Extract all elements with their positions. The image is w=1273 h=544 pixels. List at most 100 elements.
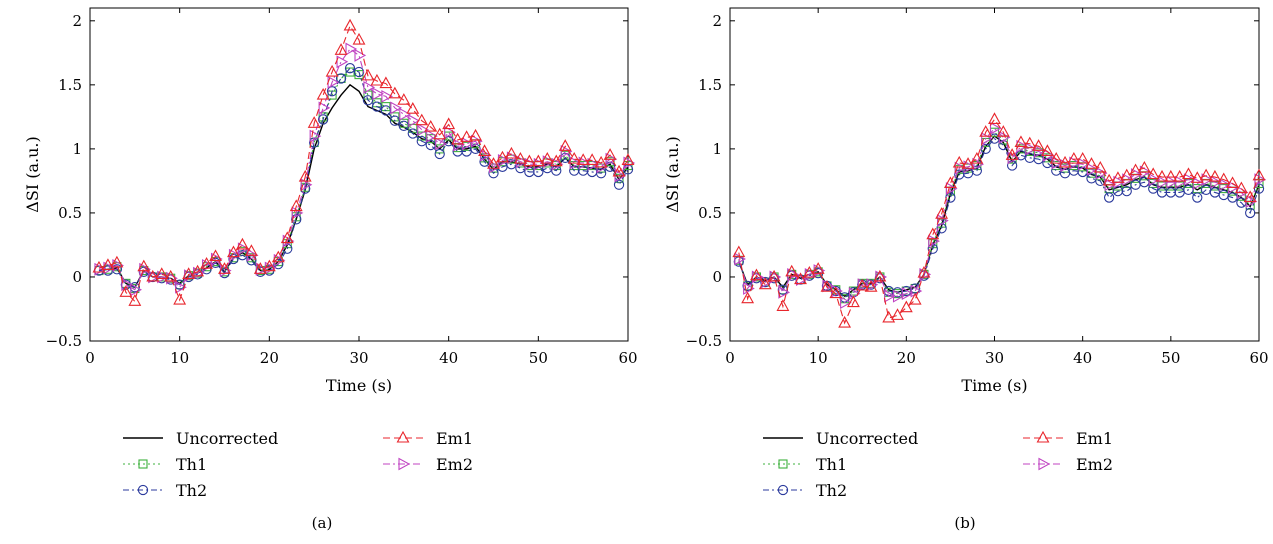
- data-point-em2: [515, 155, 528, 169]
- data-point-em1: [873, 269, 887, 282]
- data-point-em1: [531, 154, 545, 167]
- data-point-em1: [540, 151, 554, 164]
- data-point-em1: [307, 116, 321, 128]
- data-point-em2: [363, 80, 376, 94]
- data-point-em1: [128, 294, 142, 306]
- data-point-th2: [613, 179, 625, 190]
- data-point-em1: [173, 292, 187, 305]
- y-tick-label: 0.5: [698, 204, 722, 222]
- data-point-em1: [496, 150, 509, 163]
- data-point-th2: [434, 148, 445, 160]
- data-point-em1: [137, 259, 151, 272]
- legend-item-th1: Th1: [123, 455, 207, 474]
- legend-marker: [778, 459, 788, 469]
- data-point-em2: [372, 87, 385, 101]
- data-point-em2: [910, 284, 923, 298]
- data-point-em2: [130, 283, 142, 297]
- data-point-em1: [1137, 160, 1151, 173]
- series-em1: [732, 112, 1266, 328]
- data-point-em1: [794, 272, 807, 285]
- x-axis-label: Time (s): [326, 376, 392, 395]
- data-point-em1: [1173, 169, 1187, 182]
- data-point-em1: [1111, 171, 1125, 183]
- y-tick-label: 1.5: [698, 76, 722, 94]
- legend-item-th1: Th1: [763, 455, 847, 474]
- data-point-em2: [560, 145, 573, 158]
- data-point-em1: [478, 144, 491, 156]
- data-point-th2: [273, 259, 284, 270]
- data-point-em1: [209, 249, 222, 262]
- series-th2: [93, 63, 634, 293]
- data-point-em2: [444, 125, 456, 139]
- data-point-em2: [1034, 145, 1046, 158]
- legend-label: Th2: [816, 481, 847, 500]
- data-point-em1: [236, 237, 249, 250]
- data-point-em1: [1129, 163, 1142, 176]
- data-point-th2: [1183, 184, 1194, 196]
- data-point-em1: [829, 286, 843, 299]
- data-point-th2: [344, 63, 356, 74]
- data-point-em2: [282, 234, 295, 248]
- data-point-em1: [244, 244, 258, 256]
- data-point-th2: [317, 114, 329, 125]
- data-point-em2: [954, 161, 967, 175]
- data-point-em2: [1095, 166, 1108, 180]
- data-point-th2: [971, 165, 983, 176]
- legend-label: Uncorrected: [816, 429, 918, 448]
- data-point-em2: [354, 48, 367, 62]
- data-point-em1: [460, 130, 474, 142]
- x-tick-label: 40: [439, 349, 458, 367]
- data-point-em1: [1208, 169, 1222, 182]
- data-point-em1: [847, 295, 860, 308]
- legend-item-em2: Em2: [1023, 455, 1113, 474]
- data-point-em2: [417, 123, 429, 137]
- data-point-em1: [522, 154, 536, 167]
- data-point-em1: [1182, 167, 1195, 180]
- data-point-em1: [758, 277, 772, 290]
- panel-label: (a): [312, 514, 333, 532]
- data-point-em1: [92, 260, 106, 273]
- data-point-em1: [935, 207, 949, 219]
- legend: Uncorrected Em1 Th1 Em2 Th2: [763, 429, 1113, 500]
- data-point-em2: [743, 282, 755, 295]
- data-point-th2: [1103, 192, 1115, 203]
- data-point-th2: [129, 282, 140, 293]
- data-point-em1: [811, 262, 825, 274]
- legend-label: Em2: [1076, 455, 1113, 474]
- data-point-em2: [884, 289, 896, 303]
- data-point-em1: [785, 264, 799, 277]
- data-point-em1: [1102, 173, 1116, 186]
- data-point-em1: [370, 73, 384, 86]
- legend-marker: [396, 430, 410, 443]
- series-line-uncorrected: [98, 83, 629, 289]
- y-tick-label: 0: [72, 268, 82, 286]
- data-point-em1: [732, 245, 746, 258]
- data-point-th2: [371, 101, 383, 112]
- data-point-em2: [1086, 162, 1099, 176]
- y-tick-label: 0: [712, 268, 722, 286]
- legend-marker: [138, 459, 148, 469]
- data-point-em1: [996, 125, 1010, 137]
- data-point-em1: [155, 267, 169, 279]
- data-point-th2: [174, 279, 185, 290]
- legend-item-uncorrected: Uncorrected: [763, 429, 918, 448]
- data-point-em2: [408, 114, 420, 128]
- data-point-th1: [417, 131, 427, 141]
- data-point-em1: [1252, 168, 1266, 181]
- legend-item-th2: Th2: [763, 481, 847, 500]
- y-tick-label: −0.5: [46, 332, 82, 350]
- series-line-em2: [738, 127, 1260, 304]
- x-tick-label: 50: [529, 349, 548, 367]
- legend-marker: [1036, 430, 1050, 443]
- data-point-em1: [988, 112, 1001, 124]
- data-point-em1: [487, 157, 500, 169]
- data-point-em1: [343, 18, 357, 31]
- legend-label: Em1: [1076, 429, 1113, 448]
- y-tick-label: 2: [72, 12, 82, 30]
- data-point-em1: [1085, 157, 1098, 169]
- data-point-em1: [926, 227, 940, 240]
- data-point-em1: [352, 32, 366, 45]
- data-point-em1: [442, 117, 456, 130]
- data-point-em2: [769, 270, 782, 284]
